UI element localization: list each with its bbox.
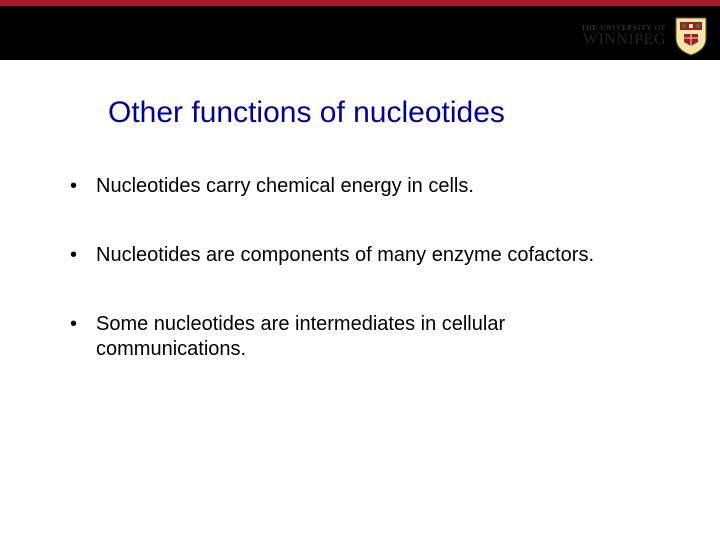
list-item: Nucleotides carry chemical energy in cel… — [70, 174, 630, 199]
university-logo: THE UNIVERSITY OF WINNIPEG — [581, 16, 708, 56]
crest-icon — [674, 16, 708, 56]
logo-line2: WINNIPEG — [581, 32, 666, 48]
list-item: Some nucleotides are intermediates in ce… — [70, 312, 630, 362]
header-bar: THE UNIVERSITY OF WINNIPEG — [0, 0, 720, 60]
logo-text: THE UNIVERSITY OF WINNIPEG — [581, 25, 666, 48]
list-item: Nucleotides are components of many enzym… — [70, 243, 630, 268]
slide-title: Other functions of nucleotides — [108, 96, 720, 130]
bullet-list: Nucleotides carry chemical energy in cel… — [70, 174, 630, 362]
